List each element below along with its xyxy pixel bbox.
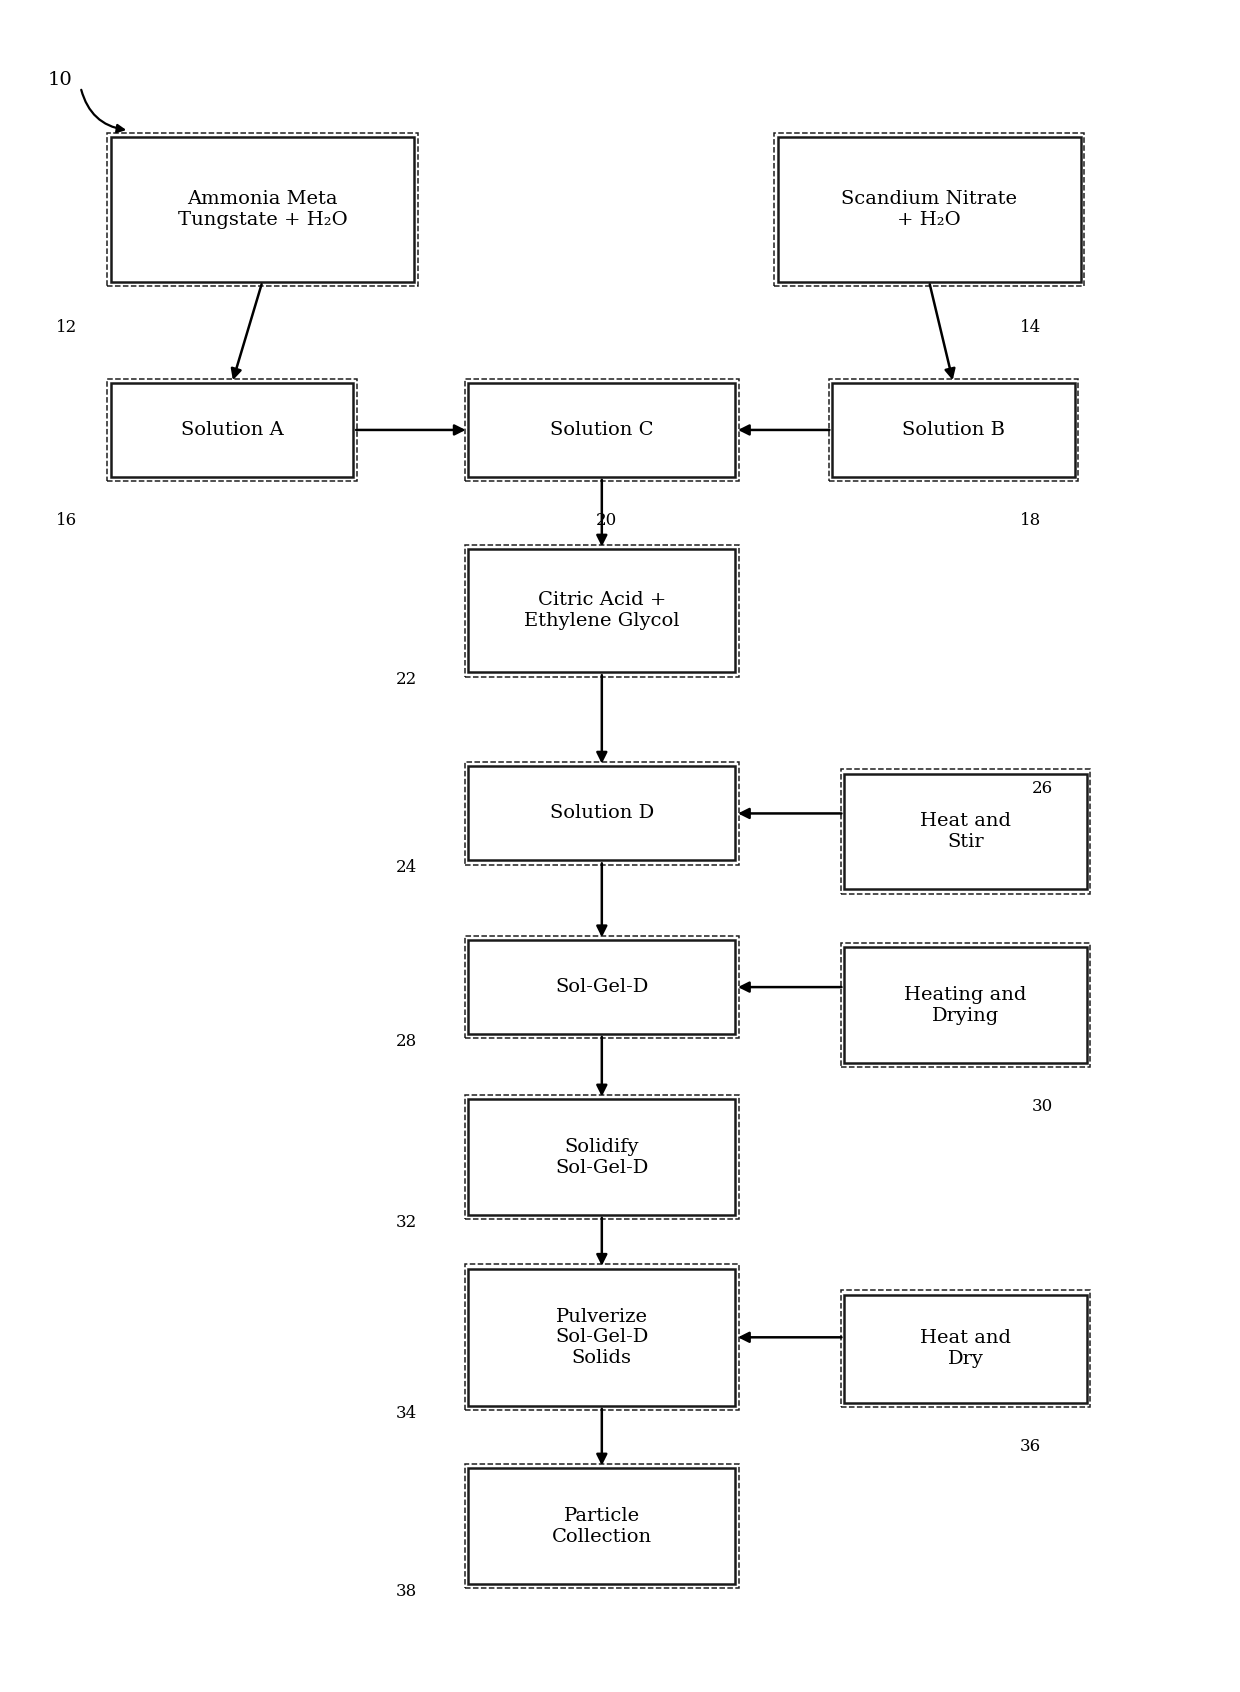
Text: 14: 14 [1021,320,1042,337]
Text: Heating and
Drying: Heating and Drying [904,986,1027,1025]
Text: Heat and
Dry: Heat and Dry [920,1330,1011,1369]
Text: Citric Acid +
Ethylene Glycol: Citric Acid + Ethylene Glycol [525,592,680,629]
Text: 16: 16 [56,513,77,530]
Text: Solidify
Sol-Gel-D: Solidify Sol-Gel-D [556,1137,649,1176]
Text: 22: 22 [396,672,417,689]
Text: 18: 18 [1021,513,1042,530]
Text: Solution A: Solution A [181,421,284,438]
FancyBboxPatch shape [844,773,1086,890]
Text: Particle
Collection: Particle Collection [552,1508,652,1545]
Text: Pulverize
Sol-Gel-D
Solids: Pulverize Sol-Gel-D Solids [556,1308,649,1367]
Text: Solution B: Solution B [901,421,1004,438]
FancyBboxPatch shape [110,137,414,281]
Text: 30: 30 [1032,1098,1054,1115]
Text: Solution D: Solution D [549,804,653,822]
FancyBboxPatch shape [844,1294,1086,1403]
FancyBboxPatch shape [469,1269,735,1406]
Text: Ammonia Meta
Tungstate + H₂O: Ammonia Meta Tungstate + H₂O [177,190,347,228]
Text: Heat and
Stir: Heat and Stir [920,812,1011,851]
Text: 38: 38 [396,1582,417,1599]
Text: 26: 26 [1032,780,1053,797]
Text: Sol-Gel-D: Sol-Gel-D [556,978,649,997]
FancyBboxPatch shape [844,948,1086,1063]
Text: Solution C: Solution C [551,421,653,438]
FancyBboxPatch shape [469,1100,735,1215]
FancyBboxPatch shape [469,382,735,477]
Text: 20: 20 [595,513,618,530]
FancyBboxPatch shape [777,137,1080,281]
Text: 12: 12 [56,320,78,337]
Text: Scandium Nitrate
+ H₂O: Scandium Nitrate + H₂O [841,190,1017,228]
FancyBboxPatch shape [469,1469,735,1584]
FancyBboxPatch shape [832,382,1075,477]
FancyBboxPatch shape [469,550,735,672]
FancyBboxPatch shape [110,382,353,477]
Text: 24: 24 [396,860,417,876]
Text: 10: 10 [48,71,73,90]
Text: 32: 32 [396,1213,417,1230]
FancyArrowPatch shape [82,90,124,132]
FancyBboxPatch shape [469,941,735,1034]
Text: 28: 28 [396,1032,417,1049]
Text: 34: 34 [396,1404,417,1421]
Text: 36: 36 [1021,1438,1042,1455]
FancyBboxPatch shape [469,766,735,861]
